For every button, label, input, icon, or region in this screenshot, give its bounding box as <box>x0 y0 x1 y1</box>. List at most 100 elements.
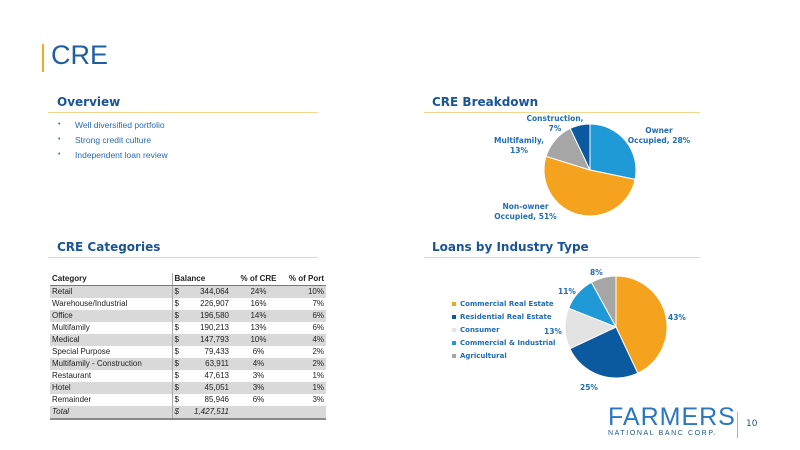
table-total-row: Total $1,427,511 <box>50 406 326 420</box>
cell-balance: 226,907 <box>200 299 229 308</box>
cell-pct-port: 6% <box>312 323 324 332</box>
cell-dollar: $ <box>171 394 186 406</box>
cell-balance: 190,213 <box>200 323 229 332</box>
legend-label: Commercial & Industrial <box>460 338 556 347</box>
cell-pct-cre: 3% <box>231 382 286 394</box>
pie-slice-commercial-real-estate <box>615 275 668 374</box>
cell-balance: 1,427,511 <box>186 406 231 420</box>
cell-pct-port: 2% <box>312 347 324 356</box>
col-balance: Balance <box>171 273 231 286</box>
cell-pct-cre: 14% <box>231 310 286 322</box>
col-pct-cre: % of CRE <box>231 273 286 286</box>
cell-dollar: $ <box>171 310 186 322</box>
loans-legend: Commercial Real Estate Residential Real E… <box>452 297 555 362</box>
legend-swatch <box>452 301 456 306</box>
table-row: Medical $147,793 10% 4% <box>50 334 326 346</box>
cre-breakdown-heading: CRE Breakdown <box>432 95 539 109</box>
pie-slice-owner-occupied <box>589 123 637 181</box>
logo-wordmark: FARMERS <box>608 403 736 431</box>
legend-label: Consumer <box>460 325 500 334</box>
table-row: Retail $344,064 24% 10% <box>50 285 326 298</box>
footer-divider <box>737 412 738 438</box>
logo-subtitle: NATIONAL BANC CORP. <box>608 430 718 437</box>
cell-category: Total <box>50 406 172 420</box>
overview-divider <box>48 112 318 113</box>
cre-categories-table: Category Balance % of CRE % of Port Reta… <box>50 273 326 420</box>
cell-pct-cre: 24% <box>231 285 286 298</box>
label-ci-pct: 11% <box>558 287 576 296</box>
col-category: Category <box>50 273 172 286</box>
cell-pct-cre <box>231 406 286 420</box>
cell-pct-cre: 4% <box>231 358 286 370</box>
cre-breakdown-divider <box>424 112 700 113</box>
cell-balance: 344,064 <box>186 285 231 298</box>
cell-category: Multifamily - Construction <box>50 358 172 370</box>
cell-balance: 47,613 <box>204 371 229 380</box>
legend-label: Agricultural <box>460 351 507 360</box>
cell-pct-port <box>286 406 326 420</box>
cell-category: Multifamily <box>52 323 90 332</box>
cell-dollar: $ <box>171 346 186 358</box>
label-consumer-pct: 13% <box>544 327 562 336</box>
legend-item: Agricultural <box>452 349 555 362</box>
cell-pct-cre: 6% <box>252 347 265 356</box>
overview-bullets: Well diversified portfolio Strong credit… <box>55 120 168 165</box>
legend-swatch <box>452 314 456 319</box>
cell-pct-port: 3% <box>312 395 324 404</box>
legend-item: Commercial Real Estate <box>452 297 555 310</box>
col-pct-port: % of Port <box>286 273 326 286</box>
cre-categories-divider <box>48 257 318 258</box>
label-owner-occupied: Owner Occupied, 28% <box>627 126 691 145</box>
legend-swatch <box>452 340 456 345</box>
cell-pct-port: 4% <box>286 334 326 346</box>
table-row: Special Purpose $79,433 6% 2% <box>50 346 326 358</box>
table-row: Hotel $45,051 3% 1% <box>50 382 326 394</box>
label-agricultural-pct: 8% <box>590 268 603 277</box>
title-accent-bar <box>42 44 44 72</box>
slide-title: CRE <box>51 40 109 70</box>
cell-pct-cre: 10% <box>231 334 286 346</box>
table-row: Office $196,580 14% 6% <box>50 310 326 322</box>
cell-category: Medical <box>50 334 172 346</box>
cell-balance: 85,946 <box>204 395 229 404</box>
cell-pct-port: 1% <box>312 371 324 380</box>
bullet-item: Well diversified portfolio <box>55 120 168 135</box>
cell-balance: 63,911 <box>186 358 231 370</box>
cell-category: Remainder <box>52 395 92 404</box>
page-number: 10 <box>746 419 758 429</box>
cell-dollar: $ <box>171 298 186 310</box>
farmers-logo: FARMERS NATIONAL BANC CORP. <box>608 404 736 437</box>
cell-category: Warehouse/Industrial <box>52 299 128 308</box>
cell-pct-cre: 3% <box>252 371 265 380</box>
cell-category: Hotel <box>50 382 172 394</box>
cell-category: Special Purpose <box>52 347 111 356</box>
table-row: Remainder $85,946 6% 3% <box>50 394 326 406</box>
cell-dollar: $ <box>171 322 186 334</box>
label-cre-pct: 43% <box>668 313 686 322</box>
legend-label: Residential Real Estate <box>460 312 552 321</box>
table-row: Multifamily - Construction $63,911 4% 2% <box>50 358 326 370</box>
cell-pct-cre: 6% <box>252 395 265 404</box>
cell-dollar: $ <box>171 406 186 420</box>
loans-by-industry-heading: Loans by Industry Type <box>432 240 589 254</box>
bullet-item: Independent loan review <box>55 150 168 165</box>
table-row: Warehouse/Industrial $226,907 16% 7% <box>50 298 326 310</box>
cell-balance: 196,580 <box>186 310 231 322</box>
cell-pct-port: 6% <box>286 310 326 322</box>
loans-by-industry-divider <box>424 257 700 258</box>
cre-categories-heading: CRE Categories <box>57 240 161 254</box>
cell-dollar: $ <box>171 285 186 298</box>
cell-category: Retail <box>50 285 172 298</box>
legend-item: Residential Real Estate <box>452 310 555 323</box>
legend-swatch <box>452 353 456 358</box>
table-row: Multifamily $190,213 13% 6% <box>50 322 326 334</box>
pie-slice-construction <box>569 123 591 171</box>
cell-balance: 45,051 <box>186 382 231 394</box>
cell-dollar: $ <box>171 358 186 370</box>
cell-pct-cre: 16% <box>250 299 267 308</box>
overview-heading: Overview <box>57 95 121 109</box>
bullet-item: Strong credit culture <box>55 135 168 150</box>
table-header-row: Category Balance % of CRE % of Port <box>50 273 326 286</box>
cell-dollar: $ <box>171 382 186 394</box>
